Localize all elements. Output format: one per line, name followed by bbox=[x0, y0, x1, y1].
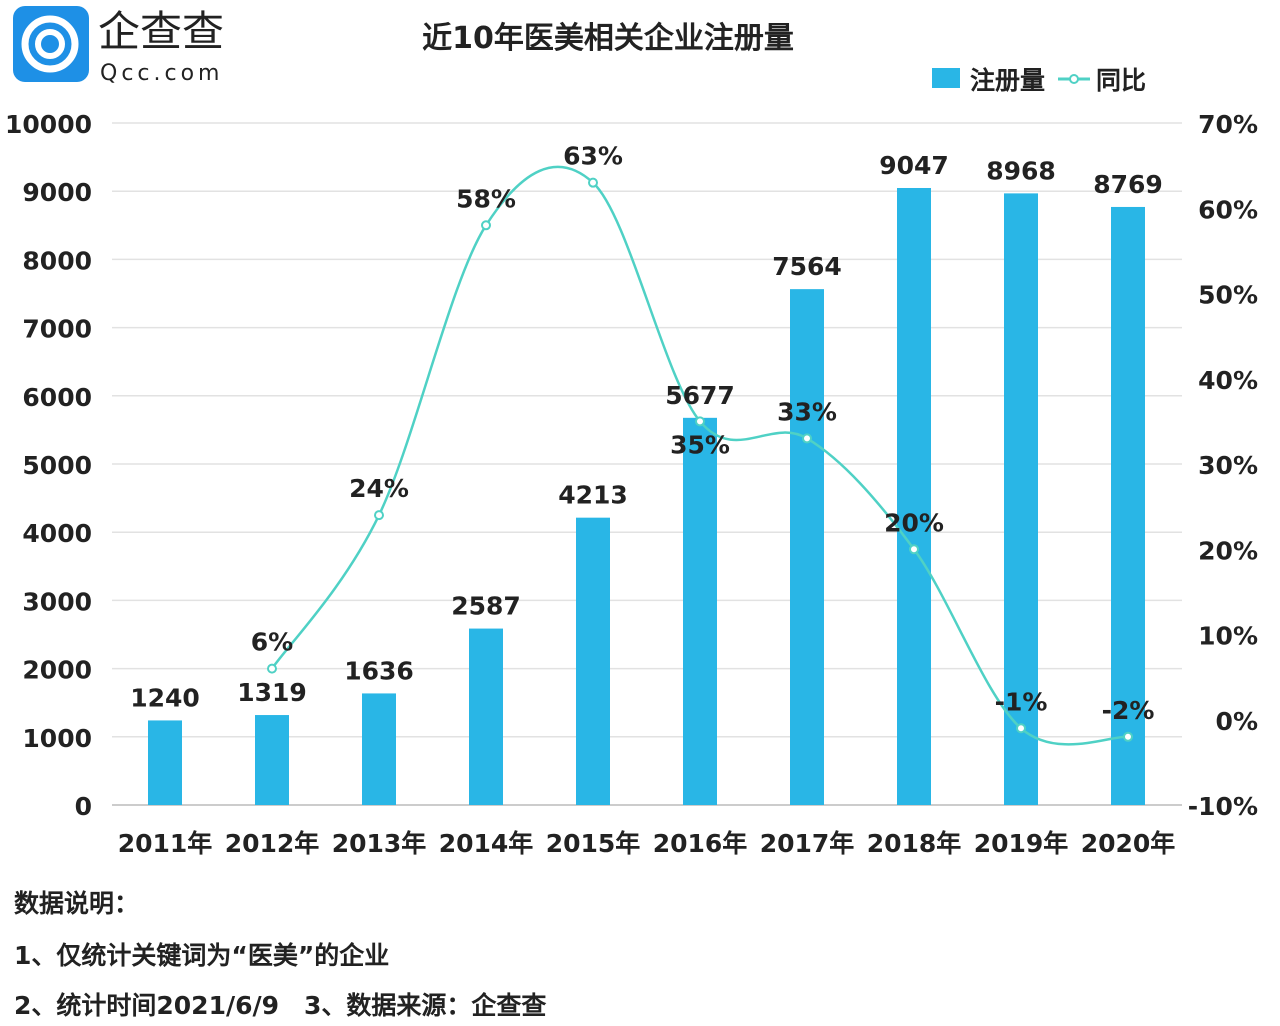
left-tick-label: 4000 bbox=[22, 519, 92, 548]
bar bbox=[469, 628, 503, 805]
right-tick-label: -10% bbox=[1188, 792, 1258, 821]
legend-label-bar: 注册量 bbox=[970, 66, 1045, 95]
bar bbox=[1004, 193, 1038, 806]
legend-label-line: 同比 bbox=[1096, 66, 1146, 95]
yoy-label: -1% bbox=[995, 687, 1048, 716]
left-tick-label: 7000 bbox=[22, 315, 92, 344]
x-tick-label: 2011年 bbox=[118, 829, 213, 858]
bar-label: 2587 bbox=[451, 592, 521, 621]
bar bbox=[576, 517, 610, 805]
x-tick-label: 2015年 bbox=[546, 829, 641, 858]
left-tick-label: 10000 bbox=[5, 110, 92, 139]
logo-ring-inner bbox=[35, 29, 65, 59]
yoy-line bbox=[270, 165, 1129, 746]
yoy-point bbox=[695, 416, 705, 427]
right-tick-label: 30% bbox=[1198, 451, 1258, 480]
right-tick-label: 60% bbox=[1198, 195, 1258, 224]
bar-label: 1636 bbox=[344, 656, 414, 685]
legend-swatch-bar bbox=[932, 68, 960, 88]
yoy-point bbox=[481, 220, 491, 231]
bar-label: 7564 bbox=[772, 252, 842, 281]
right-tick-label: 50% bbox=[1198, 281, 1258, 310]
right-tick-label: 70% bbox=[1198, 110, 1258, 139]
left-tick-label: 6000 bbox=[22, 383, 92, 412]
notes-heading: 数据说明： bbox=[14, 889, 140, 918]
chart-svg: 企查查 Qcc.com 近10年医美相关企业注册量 注册量 同比 0 1000 20… bbox=[5, 6, 1258, 858]
left-tick-label: 0 bbox=[75, 792, 92, 821]
notes-line1: 1、仅统计关键词为“医美”的企业 bbox=[14, 941, 390, 970]
x-tick-label: 2019年 bbox=[974, 829, 1069, 858]
right-tick-label: 40% bbox=[1198, 366, 1258, 395]
bar-label: 8769 bbox=[1093, 170, 1163, 199]
yoy-label: 20% bbox=[884, 508, 944, 537]
yoy-label: 33% bbox=[777, 397, 837, 426]
bar bbox=[683, 417, 717, 805]
logo-en: Qcc.com bbox=[100, 61, 224, 86]
yoy-point bbox=[802, 433, 812, 444]
yoy-point bbox=[374, 510, 384, 521]
x-tick-label: 2013年 bbox=[332, 829, 427, 858]
legend: 注册量 同比 bbox=[932, 66, 1146, 95]
legend-marker bbox=[1069, 74, 1079, 84]
bar-label: 1240 bbox=[130, 683, 200, 712]
logo: 企查查 Qcc.com bbox=[13, 6, 224, 86]
x-tick-label: 2018年 bbox=[867, 829, 962, 858]
logo-ring bbox=[21, 15, 79, 73]
yoy-label: 35% bbox=[670, 430, 730, 459]
yoy-point bbox=[1123, 731, 1133, 742]
chart-title: 近10年医美相关企业注册量 bbox=[422, 21, 794, 56]
yoy-label: -2% bbox=[1102, 696, 1155, 725]
right-tick-label: 0% bbox=[1216, 707, 1258, 736]
bar bbox=[897, 187, 931, 805]
left-tick-label: 8000 bbox=[22, 246, 92, 275]
yoy-label: 58% bbox=[456, 184, 516, 213]
bar-label: 5677 bbox=[665, 381, 735, 410]
right-tick-label: 10% bbox=[1198, 622, 1258, 651]
left-tick-label: 5000 bbox=[22, 451, 92, 480]
bar-label: 8968 bbox=[986, 156, 1056, 185]
bar-label: 1319 bbox=[237, 678, 307, 707]
yoy-label: 24% bbox=[349, 474, 409, 503]
bar bbox=[362, 693, 396, 805]
yoy-point bbox=[588, 177, 598, 188]
x-tick-label: 2012年 bbox=[225, 829, 320, 858]
notes-line2: 2、统计时间2021/6/9 3、数据来源：企查查 bbox=[14, 991, 547, 1020]
left-tick-label: 1000 bbox=[22, 724, 92, 753]
left-tick-label: 9000 bbox=[22, 178, 92, 207]
bar bbox=[148, 720, 182, 805]
bar bbox=[790, 289, 824, 805]
bar bbox=[255, 715, 289, 805]
left-tick-label: 3000 bbox=[22, 587, 92, 616]
x-tick-label: 2016年 bbox=[653, 829, 748, 858]
yoy-point bbox=[909, 544, 919, 555]
yoy-point bbox=[267, 663, 277, 674]
right-tick-label: 20% bbox=[1198, 536, 1258, 565]
bar bbox=[1111, 206, 1145, 805]
x-tick-label: 2020年 bbox=[1081, 829, 1176, 858]
bar-label: 4213 bbox=[558, 481, 628, 510]
x-tick-label: 2017年 bbox=[760, 829, 855, 858]
yoy-point bbox=[1016, 723, 1026, 734]
yoy-label: 63% bbox=[563, 142, 623, 171]
logo-cn: 企查查 bbox=[98, 7, 224, 56]
left-tick-label: 2000 bbox=[22, 656, 92, 685]
yoy-label: 6% bbox=[251, 628, 293, 657]
bar-label: 9047 bbox=[879, 151, 949, 180]
x-tick-label: 2014年 bbox=[439, 829, 534, 858]
